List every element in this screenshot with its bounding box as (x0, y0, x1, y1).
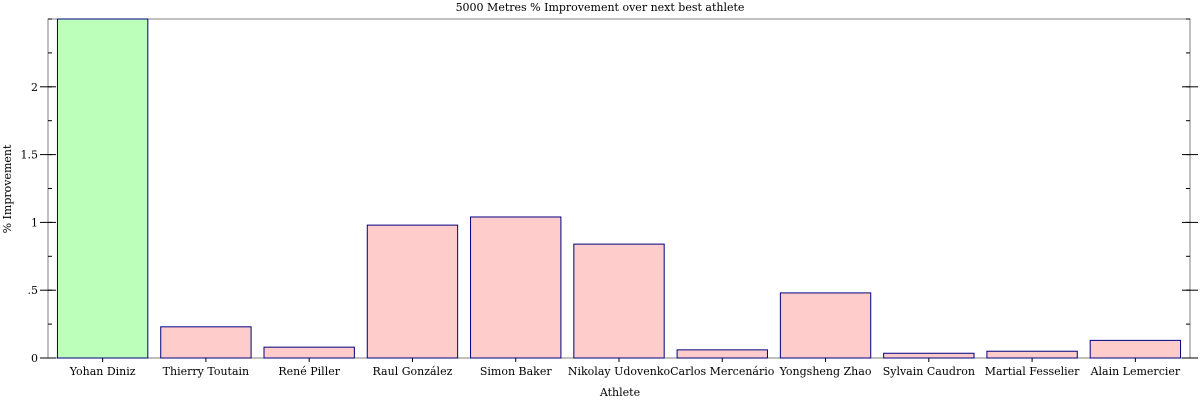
x-axis-labels: Yohan Diniz Thierry Toutain René Piller Rau… (69, 358, 1181, 378)
y-tick-label: 1.5 (21, 149, 39, 162)
x-tick-label: Nikolay Udovenko (568, 365, 671, 378)
bars-group (56, 18, 1182, 359)
bar (573, 243, 665, 359)
x-tick-label: Yohan Diniz (69, 365, 136, 378)
x-axis-label: Athlete (599, 386, 640, 399)
chart-title: 5000 Metres % Improvement over next best… (456, 1, 745, 14)
bar (883, 352, 975, 359)
x-tick-label: Thierry Toutain (163, 365, 249, 378)
y-axis-right (1182, 18, 1198, 359)
x-tick-label: Simon Baker (480, 365, 553, 378)
y-tick-label: 1 (31, 216, 38, 229)
x-tick-label: Yongsheng Zhao (779, 365, 872, 378)
bar (676, 349, 768, 359)
bar (470, 216, 562, 359)
bar (1089, 339, 1182, 359)
y-tick-label: .5 (28, 284, 39, 297)
bar (779, 292, 872, 359)
x-tick-label: Alain Lemercier (1090, 365, 1181, 378)
y-tick-label: 0 (31, 352, 38, 365)
x-tick-label: Martial Fesselier (985, 365, 1080, 378)
x-tick-label: Carlos Mercenário (670, 365, 775, 378)
bar (366, 224, 459, 359)
y-tick-label: 2 (31, 81, 38, 94)
bar (263, 346, 355, 359)
x-tick-label: Raul González (373, 365, 453, 378)
bar (160, 326, 252, 359)
x-tick-label: René Piller (278, 365, 340, 378)
x-tick-label: Sylvain Caudron (883, 365, 975, 378)
y-axis: 0 .5 1 1.5 2 (21, 18, 56, 365)
y-axis-label: % Improvement (1, 144, 14, 233)
bar (56, 18, 149, 359)
bar (986, 350, 1078, 359)
